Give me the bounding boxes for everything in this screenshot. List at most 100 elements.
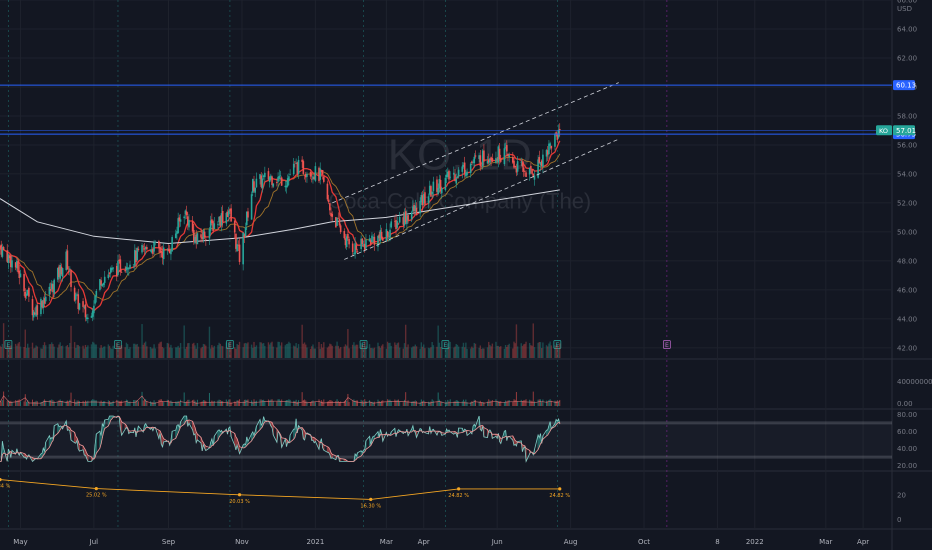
candle-body[interactable] <box>262 175 265 178</box>
candle-body[interactable] <box>369 240 372 245</box>
candle-body[interactable] <box>254 187 257 193</box>
candle-body[interactable] <box>331 213 334 217</box>
candle-body[interactable] <box>521 162 524 167</box>
candle-body[interactable] <box>230 208 232 222</box>
candle-body[interactable] <box>42 300 45 309</box>
candle-body[interactable] <box>397 223 400 225</box>
candle-body[interactable] <box>474 155 477 157</box>
candle-body[interactable] <box>455 178 458 184</box>
candle-body[interactable] <box>428 185 431 195</box>
candle-body[interactable] <box>344 238 347 246</box>
candle-body[interactable] <box>335 217 337 228</box>
candle-body[interactable] <box>329 203 331 211</box>
candle-body[interactable] <box>56 267 59 280</box>
candle-body[interactable] <box>360 238 362 250</box>
candle-body[interactable] <box>238 244 241 262</box>
candle-body[interactable] <box>109 268 112 273</box>
bottom-indicator-point[interactable] <box>237 493 242 497</box>
candle-body[interactable] <box>385 229 388 242</box>
candle-body[interactable] <box>225 213 228 224</box>
candle-body[interactable] <box>16 260 18 269</box>
candle-body[interactable] <box>516 161 519 172</box>
candle-body[interactable] <box>373 236 376 245</box>
candle-body[interactable] <box>365 239 367 249</box>
candle-body[interactable] <box>306 173 308 177</box>
candle-body[interactable] <box>355 245 358 250</box>
candle-body[interactable] <box>403 212 406 226</box>
candle-body[interactable] <box>153 242 155 252</box>
candle-body[interactable] <box>473 156 476 164</box>
candle-body[interactable] <box>413 204 415 212</box>
candle-body[interactable] <box>345 236 348 248</box>
candle-body[interactable] <box>514 165 517 168</box>
candle-body[interactable] <box>50 283 53 290</box>
candle-body[interactable] <box>436 179 438 192</box>
candle-body[interactable] <box>513 160 515 168</box>
candle-body[interactable] <box>395 219 397 230</box>
candle-body[interactable] <box>447 171 449 177</box>
candle-body[interactable] <box>445 174 448 178</box>
candle-body[interactable] <box>267 171 270 180</box>
candle-body[interactable] <box>32 311 35 318</box>
candle-body[interactable] <box>264 172 266 178</box>
candle-body[interactable] <box>70 270 72 287</box>
candle-body[interactable] <box>177 218 179 234</box>
candle-body[interactable] <box>212 221 214 232</box>
candle-body[interactable] <box>505 145 508 152</box>
candle-body[interactable] <box>297 159 300 174</box>
candle-body[interactable] <box>19 273 22 278</box>
candle-body[interactable] <box>292 163 295 175</box>
earnings-marker[interactable] <box>441 340 450 349</box>
candle-body[interactable] <box>84 304 87 318</box>
candle-body[interactable] <box>111 267 113 271</box>
candle-body[interactable] <box>406 215 408 225</box>
candle-body[interactable] <box>288 176 290 181</box>
candle-body[interactable] <box>14 262 17 268</box>
candle-body[interactable] <box>286 178 289 187</box>
candle-body[interactable] <box>35 306 37 317</box>
candle-body[interactable] <box>65 251 68 271</box>
candle-body[interactable] <box>422 194 425 204</box>
candle-body[interactable] <box>320 169 323 172</box>
candle-body[interactable] <box>193 230 195 243</box>
candle-body[interactable] <box>253 181 255 192</box>
candle-body[interactable] <box>107 274 110 279</box>
candle-body[interactable] <box>330 212 332 217</box>
candle-body[interactable] <box>119 259 122 272</box>
candle-body[interactable] <box>503 148 506 165</box>
candle-body[interactable] <box>242 232 244 265</box>
candle-body[interactable] <box>137 248 140 250</box>
candle-body[interactable] <box>448 170 450 180</box>
candle-body[interactable] <box>412 206 414 212</box>
candle-body[interactable] <box>218 216 220 222</box>
candle-body[interactable] <box>277 176 279 182</box>
candle-body[interactable] <box>161 252 164 259</box>
candle-body[interactable] <box>154 241 157 243</box>
candle-body[interactable] <box>183 216 185 219</box>
candle-body[interactable] <box>102 283 105 285</box>
candle-body[interactable] <box>339 225 342 233</box>
candle-body[interactable] <box>415 207 418 216</box>
candle-body[interactable] <box>457 169 460 177</box>
candle-body[interactable] <box>186 216 189 226</box>
candle-body[interactable] <box>537 159 539 178</box>
candle-body[interactable] <box>235 233 237 249</box>
candle-body[interactable] <box>343 231 346 239</box>
candle-body[interactable] <box>347 233 349 239</box>
candle-body[interactable] <box>251 179 254 193</box>
candle-body[interactable] <box>136 248 139 261</box>
candle-body[interactable] <box>437 188 439 195</box>
candle-body[interactable] <box>314 166 317 181</box>
candle-body[interactable] <box>7 254 10 263</box>
candle-body[interactable] <box>221 210 224 223</box>
candle-body[interactable] <box>160 250 163 253</box>
candle-body[interactable] <box>410 212 413 220</box>
candle-body[interactable] <box>48 286 51 295</box>
candle-body[interactable] <box>103 276 106 283</box>
candle-body[interactable] <box>226 211 229 218</box>
candle-body[interactable] <box>279 175 282 177</box>
candle-body[interactable] <box>284 185 287 188</box>
candle-body[interactable] <box>289 174 291 176</box>
candle-body[interactable] <box>294 161 296 163</box>
candle-body[interactable] <box>58 266 60 277</box>
